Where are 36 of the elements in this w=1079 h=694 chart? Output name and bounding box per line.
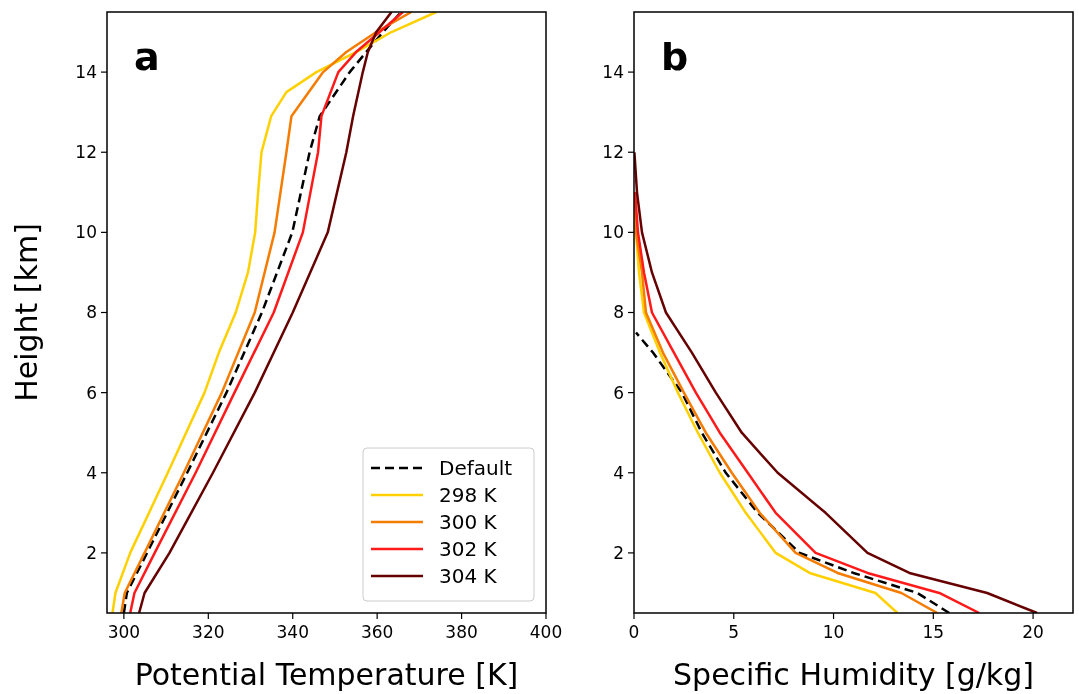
x-tick-label: 320 [192, 622, 225, 642]
y-tick-label: 8 [613, 302, 624, 323]
x-axis-title: Specific Humidity [g/kg] [673, 657, 1034, 692]
y-tick-label: 14 [75, 62, 97, 83]
legend-label: Default [439, 456, 513, 480]
y-tick-label: 2 [86, 542, 97, 563]
x-tick-label: 400 [529, 622, 563, 642]
x-axis-title: Potential Temperature [K] [134, 657, 519, 692]
y-tick-label: 6 [86, 382, 97, 403]
legend-label: 300 K [439, 510, 498, 534]
x-tick-label: 300 [107, 622, 141, 642]
x-tick-label: 340 [276, 622, 309, 642]
y-tick-label: 10 [75, 222, 97, 243]
y-axis-title: Height [km] [9, 223, 44, 402]
y-tick-label: 12 [75, 142, 97, 163]
legend-label: 304 K [439, 564, 498, 588]
y-tick-label: 14 [602, 62, 624, 83]
y-tick-label: 10 [602, 222, 624, 243]
text: a [134, 35, 160, 79]
legend-label: 298 K [439, 483, 498, 507]
text: b [661, 35, 689, 79]
line-series [634, 150, 1039, 613]
x-tick-label: 20 [1022, 622, 1044, 642]
x-tick-label: 0 [628, 622, 640, 642]
legend-label: 302 K [439, 537, 498, 561]
x-tick-label: 360 [360, 622, 394, 642]
y-tick-label: 2 [613, 542, 624, 563]
x-tick-label: 15 [922, 622, 945, 642]
y-tick-label: 8 [86, 302, 97, 323]
y-tick-label: 4 [613, 462, 624, 483]
y-tick-label: 6 [613, 382, 624, 403]
y-tick-label: 12 [602, 142, 624, 163]
x-tick-label: 5 [728, 622, 740, 642]
y-tick-label: 4 [86, 462, 97, 483]
x-tick-label: 10 [822, 622, 845, 642]
x-tick-label: 380 [445, 622, 478, 642]
